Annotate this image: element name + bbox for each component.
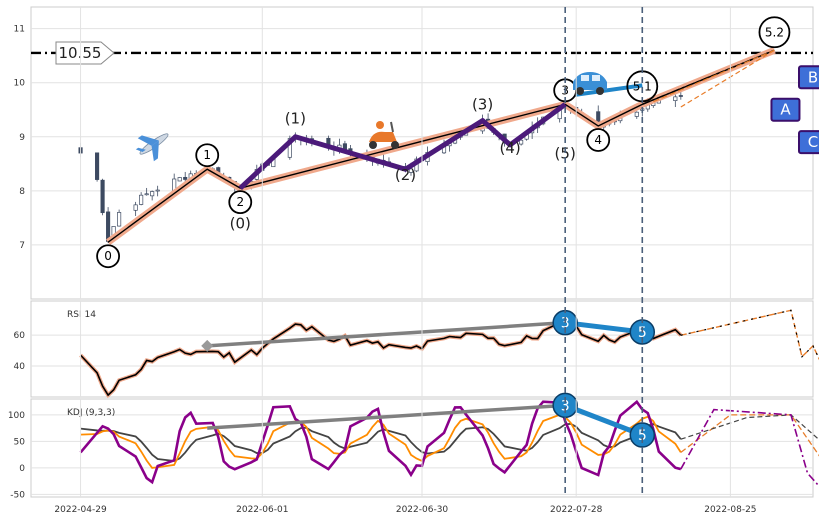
candle — [408, 168, 414, 173]
x-tick-label: 2022-06-01 — [236, 505, 288, 515]
candle — [287, 138, 292, 158]
projection-box-label: A — [780, 101, 791, 119]
projection-line — [653, 49, 775, 103]
projection-box — [798, 130, 819, 155]
rsi-title: RSI 14 — [67, 310, 96, 320]
x-tick-label: 2022-07-28 — [550, 505, 603, 515]
subwave-label: (1) — [285, 109, 306, 127]
price-y-tick-label: 10 — [14, 79, 26, 89]
candle — [519, 139, 524, 145]
airplane-icon — [135, 133, 169, 162]
wave-point-circle — [195, 143, 220, 168]
candle — [139, 194, 144, 205]
kdj-projection — [680, 414, 819, 457]
wave-point-label: 2 — [236, 195, 244, 209]
kdj-title: KDJ (9,3,3) — [67, 408, 115, 418]
rsi-divergence-grey — [207, 320, 566, 348]
projection-line — [642, 49, 775, 105]
candle — [133, 204, 138, 211]
kdj-marker-label: 5 — [638, 428, 647, 444]
subwave-label: (3) — [472, 96, 493, 114]
candle — [673, 96, 678, 102]
price-y-tick-label: 7 — [19, 241, 25, 251]
wave-point-circle — [96, 244, 120, 269]
car-window — [592, 75, 600, 81]
candle — [634, 111, 639, 117]
kdj-projection — [680, 408, 819, 488]
x-tick-label: 2022-08-25 — [704, 505, 756, 515]
price-panel: 789101110.55012345.15.2(0)(1)(2)(3)(4)(5… — [14, 6, 819, 300]
car-window — [581, 75, 589, 81]
candle — [177, 177, 182, 182]
wave-point-circle — [228, 190, 253, 215]
kdj-projection — [680, 414, 819, 441]
kdj-marker-label: 3 — [561, 398, 570, 414]
kdj-divergence-blue — [564, 403, 644, 438]
projection-box-label: C — [808, 133, 818, 151]
projection-box — [798, 65, 819, 90]
airplane-tail — [135, 147, 146, 153]
rsi-divergence-blue — [564, 320, 643, 335]
target-price-label: 10.55 — [59, 44, 102, 62]
subwave-path — [238, 102, 567, 190]
kdj-y-tick-label: -50 — [10, 490, 25, 500]
candle — [100, 179, 105, 214]
wave-point-label: 5.1 — [633, 79, 652, 93]
candle — [117, 212, 122, 227]
x-tick-label: 2022-06-30 — [396, 505, 449, 515]
x-tick-label: 2022-04-29 — [54, 505, 107, 515]
target-price-arrow — [55, 41, 115, 65]
wave-point-circle — [758, 16, 791, 49]
rsi-line — [79, 316, 682, 397]
candle — [150, 191, 155, 197]
airplane-wing — [137, 135, 159, 146]
wave-point-label: 4 — [594, 133, 602, 147]
airplane-wing — [151, 140, 159, 162]
scooter-seat — [376, 121, 384, 129]
wave-point-label: 0 — [104, 249, 112, 263]
scooter-icon — [369, 121, 399, 149]
scooter-body — [369, 131, 397, 142]
projection-box-label: B — [808, 68, 818, 86]
candle — [155, 189, 160, 192]
scooter-wheel — [369, 141, 377, 149]
date-axis: 2022-04-29 2022-06-01 2022-06-30 2022-07-28… — [54, 7, 757, 515]
subwave-label: (4) — [499, 139, 520, 157]
scooter-wheel — [391, 141, 399, 149]
price-y-tick-label: 11 — [14, 25, 25, 35]
wave-point-label: 1 — [203, 148, 211, 162]
rsi-star-icon — [201, 339, 214, 352]
kdj-y-tick-label: 0 — [19, 464, 25, 474]
candle — [678, 95, 683, 97]
rsi-y-tick-label: 40 — [14, 362, 26, 372]
rsi-projection — [680, 309, 819, 360]
projection-box — [770, 97, 801, 122]
rsi-marker-label: 3 — [561, 316, 570, 332]
candle — [95, 152, 100, 180]
kdj-panel: -50 0 50 100 KDJ (9,3,3) 3 5 — [8, 392, 819, 500]
wave-point-circle — [586, 128, 611, 152]
car-wheel — [576, 87, 584, 95]
candle — [144, 193, 149, 196]
price-y-tick-label: 8 — [19, 187, 25, 197]
kdj-y-tick-label: 100 — [8, 411, 25, 421]
subwave-label: (2) — [395, 166, 416, 184]
kdj-j-line — [79, 399, 682, 485]
price-y-tick-label: 9 — [19, 133, 25, 143]
rsi-y-tick-label: 60 — [14, 331, 26, 341]
kdj-d-line — [80, 422, 682, 462]
car-wheel — [596, 87, 604, 95]
wave-point-label: 5.2 — [765, 25, 784, 39]
car-icon — [573, 72, 607, 95]
candle — [183, 176, 188, 180]
subwave-label: (0) — [230, 215, 251, 233]
kdj-divergence-grey — [207, 403, 566, 430]
scooter-handle — [390, 121, 394, 133]
subwave-label: (5) — [555, 144, 576, 162]
projection-line — [680, 49, 775, 108]
kdj-y-tick-label: 50 — [14, 437, 26, 447]
